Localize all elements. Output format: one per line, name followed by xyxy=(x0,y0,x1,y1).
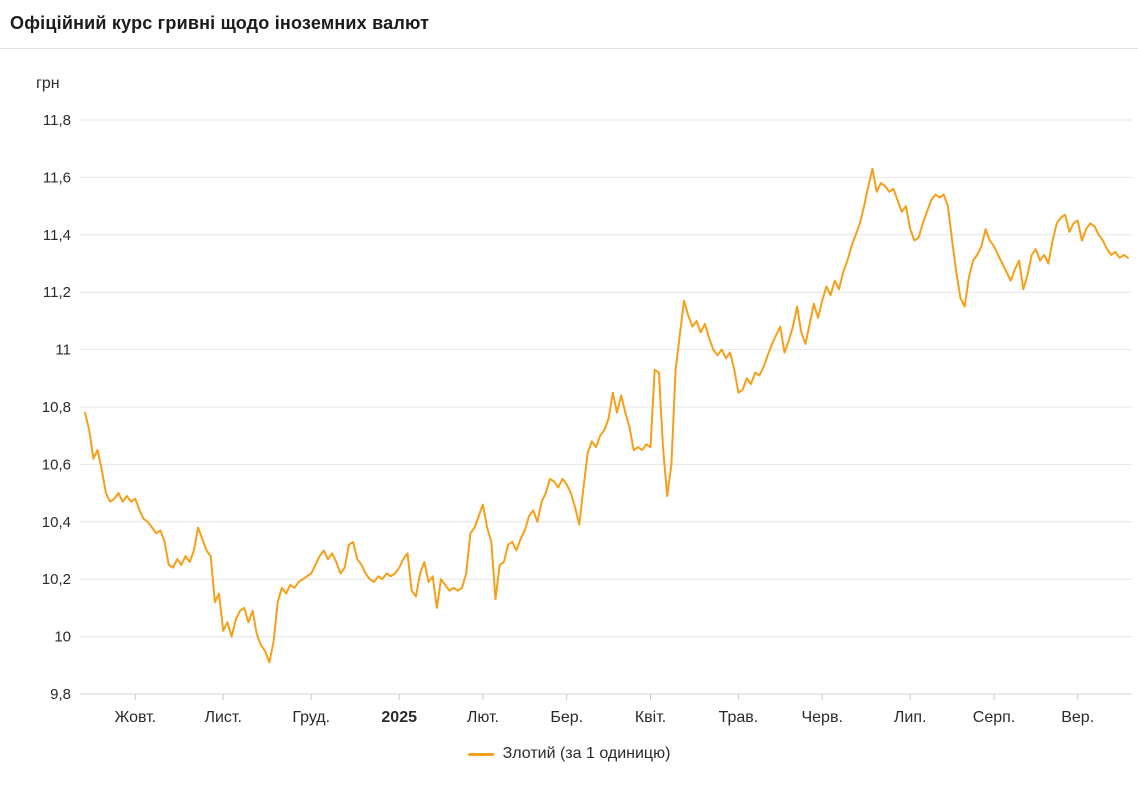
chart-area: грн 9,8 10 10,2 10,4 10,6 10,8 11 11,2 11,4 11,6 1… xyxy=(0,49,1138,777)
y-axis-label: 11,6 xyxy=(43,169,71,186)
page-header: Офіційний курс гривні щодо іноземних вал… xyxy=(0,0,1138,49)
y-axis-label: 11,8 xyxy=(43,112,71,129)
x-axis-label: Лип. xyxy=(894,709,927,726)
chart-legend: Злотий (за 1 одиницю) xyxy=(0,739,1138,777)
x-axis-label: Бер. xyxy=(550,709,583,726)
chart-title: Офіційний курс гривні щодо іноземних вал… xyxy=(10,13,430,33)
x-axis-label: Груд. xyxy=(292,709,330,726)
exchange-rate-chart[interactable]: 9,8 10 10,2 10,4 10,6 10,8 11 11,2 11,4 11,6 11,8 Ж… xyxy=(0,49,1138,739)
x-axis-label: Жовт. xyxy=(114,709,156,726)
y-axis-label: 10,6 xyxy=(42,456,71,473)
y-axis-label: 10,2 xyxy=(42,571,71,588)
y-axis-label: 10,4 xyxy=(42,514,71,531)
y-axis-label: 10,8 xyxy=(42,399,71,416)
y-axis-label: 11,2 xyxy=(43,284,71,301)
x-axis-label: Вер. xyxy=(1061,709,1094,726)
y-axis-label: 11,4 xyxy=(43,227,71,244)
x-axis-label: 2025 xyxy=(381,709,417,726)
x-axis-label: Черв. xyxy=(801,709,842,726)
x-axis-label: Лют. xyxy=(467,709,499,726)
y-axis-label: 11 xyxy=(55,342,71,359)
y-axis-unit-label: грн xyxy=(36,75,60,92)
y-axis-label: 10 xyxy=(54,629,71,646)
x-axis-label: Серп. xyxy=(973,709,1015,726)
x-axis-label: Трав. xyxy=(719,709,759,726)
x-axis-label: Квіт. xyxy=(635,709,666,726)
x-axis-label: Лист. xyxy=(204,709,241,726)
legend-label: Злотий (за 1 одиницю) xyxy=(502,745,671,762)
series-line-zloty[interactable] xyxy=(84,167,1129,664)
y-axis-label: 9,8 xyxy=(50,686,71,703)
legend-item-zloty[interactable]: Злотий (за 1 одиницю) xyxy=(467,745,671,763)
legend-line-icon xyxy=(467,752,494,756)
